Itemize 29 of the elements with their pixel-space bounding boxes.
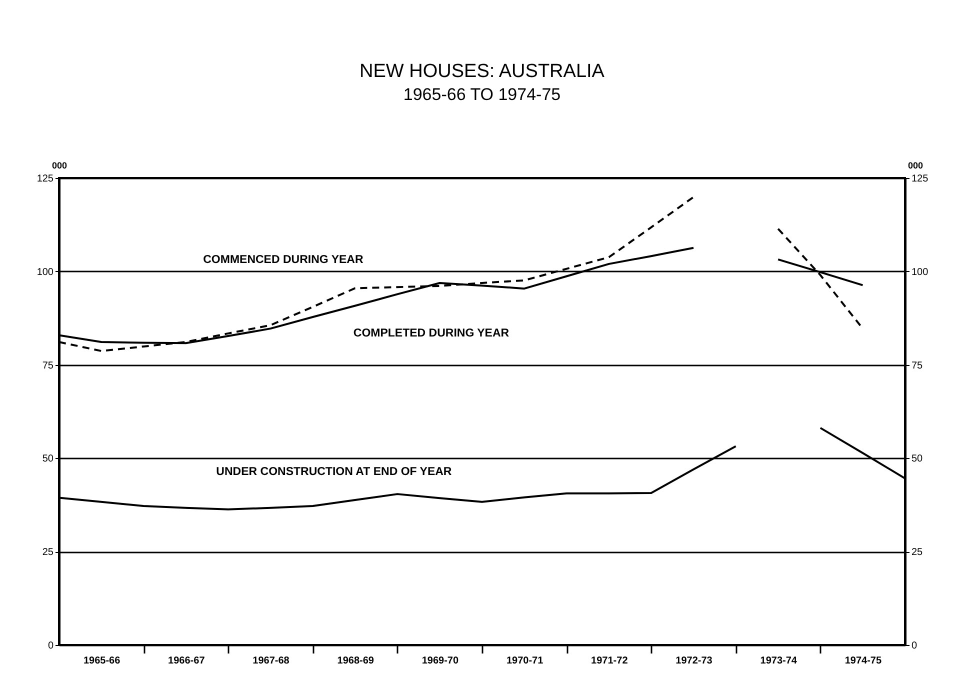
y-tick-label: 25 [42,547,54,558]
y2-tick-label: 25 [912,547,924,558]
y-tick-label: 100 [36,266,54,278]
y-tick-label: 75 [42,360,54,372]
series-label: UNDER CONSTRUCTION AT END OF YEAR [216,466,452,478]
y2-tick-label: 100 [912,266,929,278]
x-tick-label: 1973-74 [760,656,798,666]
x-tick-label: 1972-73 [676,656,713,666]
y2-axis-title: 000 [908,160,924,170]
chart-subtitle: 1965-66 TO 1974-75 [403,85,561,104]
chart-title: NEW HOUSES: AUSTRALIA [360,61,605,82]
y-tick-label: 50 [42,454,54,465]
series-label: COMMENCED DURING YEAR [203,254,364,266]
y-axis-title: 000 [52,160,68,170]
x-tick-label: 1965-66 [83,656,121,666]
series-label: COMPLETED DURING YEAR [353,327,510,340]
y-tick-label: 125 [36,174,54,184]
y-tick-label: 0 [48,640,54,652]
y2-tick-label: 50 [912,454,924,465]
y2-tick-label: 75 [912,360,924,372]
x-tick-label: 1969-70 [422,656,459,666]
y2-tick-label: 0 [912,640,918,652]
x-tick-label: 1967-68 [252,656,290,666]
x-tick-label: 1968-69 [337,656,374,666]
x-tick-label: 1974-75 [844,656,882,666]
x-tick-label: 1971-72 [591,656,628,666]
y2-tick-label: 125 [912,174,929,184]
x-tick-label: 1970-71 [506,656,544,666]
x-tick-label: 1966-67 [168,656,206,666]
